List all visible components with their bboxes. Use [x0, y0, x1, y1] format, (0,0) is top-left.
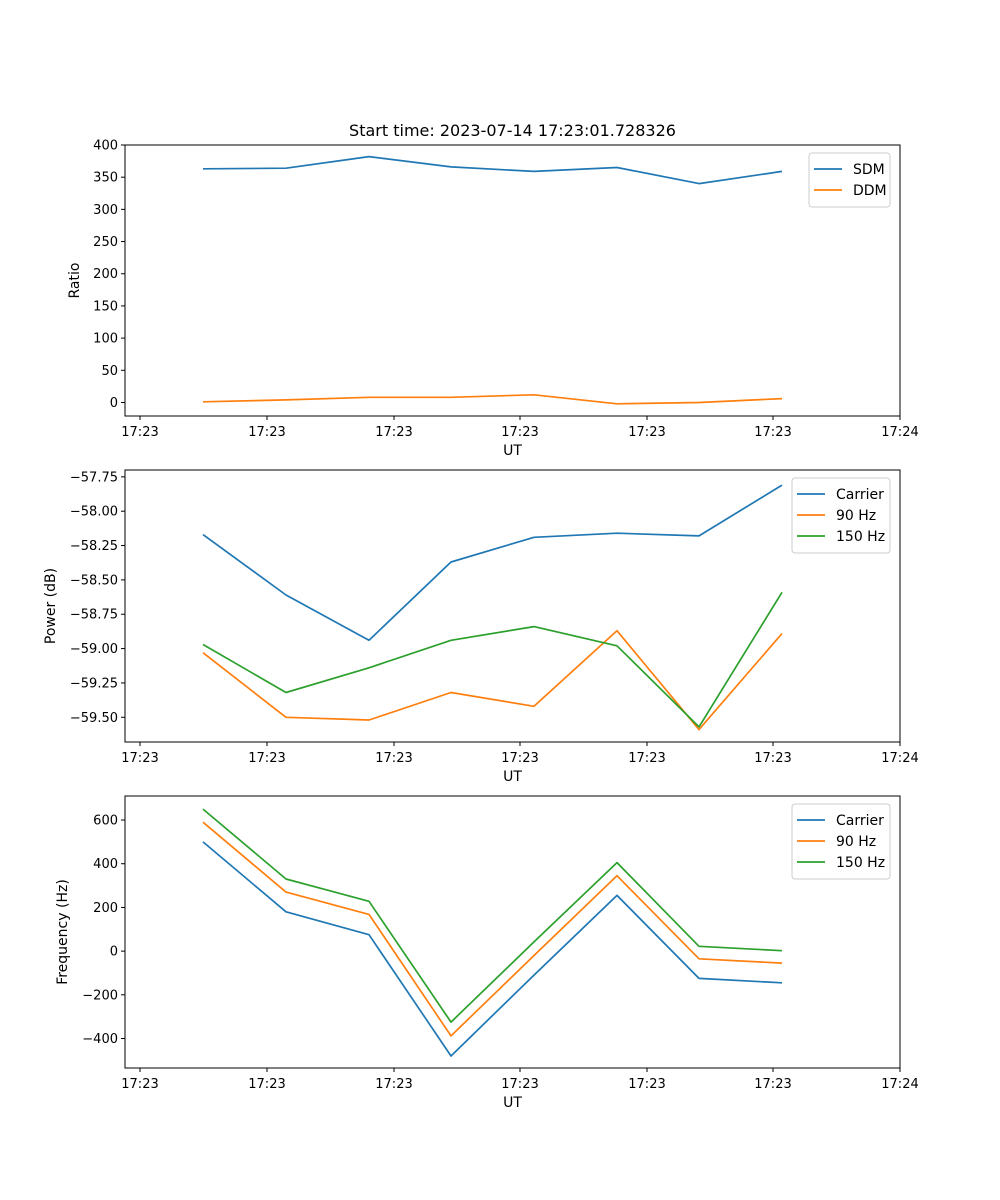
series-line-3-carrier — [202, 841, 783, 1057]
legend-label-2-0: Carrier — [836, 487, 884, 503]
legend-box-2 — [791, 477, 891, 554]
series-line-3-90-hz — [202, 821, 783, 1037]
y-tick-label-3-4: 400 — [93, 857, 118, 872]
legend-box-3 — [791, 803, 891, 880]
y-tick-label-1-5: 250 — [93, 235, 118, 250]
x-tick-label-2-1: 17:23 — [248, 751, 285, 766]
y-tick-label-3-3: 200 — [93, 901, 118, 916]
x-axis-label-3: UT — [503, 1095, 522, 1111]
y-tick-label-1-2: 100 — [93, 332, 118, 347]
y-tick-label-2-3: −58.75 — [70, 608, 118, 623]
x-tick-label-1-5: 17:23 — [754, 425, 791, 440]
y-tick-label-2-7: −57.75 — [70, 470, 118, 485]
x-tick-label-1-0: 17:23 — [121, 425, 158, 440]
x-axis-label-1: UT — [503, 443, 522, 459]
series-line-3-150-hz — [202, 808, 783, 1023]
series-line-2-carrier — [202, 484, 783, 642]
x-tick-label-1-4: 17:23 — [628, 425, 665, 440]
y-tick-label-1-1: 50 — [101, 364, 118, 379]
x-tick-label-3-6: 17:24 — [881, 1077, 918, 1092]
chart-title: Start time: 2023-07-14 17:23:01.728326 — [349, 121, 676, 140]
y-axis-label-2: Power (dB) — [43, 568, 59, 644]
legend-label-3-0: Carrier — [836, 813, 884, 829]
x-axis-label-2: UT — [503, 769, 522, 785]
y-axis-label-1: Ratio — [67, 263, 83, 299]
x-tick-label-3-2: 17:23 — [375, 1077, 412, 1092]
axes-frame-2 — [124, 469, 901, 743]
x-tick-label-2-2: 17:23 — [375, 751, 412, 766]
legend-box-1 — [808, 152, 891, 208]
x-tick-label-1-6: 17:24 — [881, 425, 918, 440]
y-tick-label-1-0: 0 — [110, 396, 118, 411]
y-tick-label-2-1: −59.25 — [70, 676, 118, 691]
x-tick-label-2-6: 17:24 — [881, 751, 918, 766]
x-tick-label-1-1: 17:23 — [248, 425, 285, 440]
y-tick-label-2-6: −58.00 — [70, 505, 118, 520]
y-tick-label-2-0: −59.50 — [70, 711, 118, 726]
x-tick-label-2-0: 17:23 — [121, 751, 158, 766]
series-line-1-ddm — [202, 393, 783, 405]
x-tick-label-3-4: 17:23 — [628, 1077, 665, 1092]
y-tick-label-3-5: 600 — [93, 814, 118, 829]
y-axis-label-3: Frequency (Hz) — [55, 879, 71, 985]
y-tick-label-1-7: 350 — [93, 171, 118, 186]
y-tick-label-2-5: −58.25 — [70, 539, 118, 554]
x-tick-label-1-3: 17:23 — [501, 425, 538, 440]
x-tick-label-2-5: 17:23 — [754, 751, 791, 766]
y-tick-label-2-4: −58.50 — [70, 573, 118, 588]
y-tick-label-2-2: −59.00 — [70, 642, 118, 657]
series-line-1-sdm — [202, 155, 783, 185]
y-tick-label-1-4: 200 — [93, 267, 118, 282]
axes-frame-1 — [124, 144, 901, 417]
x-tick-label-1-2: 17:23 — [375, 425, 412, 440]
x-tick-label-3-1: 17:23 — [248, 1077, 285, 1092]
legend-label-1-1: DDM — [853, 183, 887, 199]
legend-label-2-1: 90 Hz — [836, 508, 876, 524]
x-tick-label-3-5: 17:23 — [754, 1077, 791, 1092]
x-tick-label-2-4: 17:23 — [628, 751, 665, 766]
x-tick-label-3-0: 17:23 — [121, 1077, 158, 1092]
legend-label-3-2: 150 Hz — [836, 855, 885, 871]
y-tick-label-3-2: 0 — [110, 945, 118, 960]
y-tick-label-3-0: −400 — [82, 1032, 118, 1047]
y-tick-label-3-1: −200 — [82, 988, 118, 1003]
legend-label-1-0: SDM — [853, 162, 885, 178]
y-tick-label-1-3: 150 — [93, 299, 118, 314]
legend-label-2-2: 150 Hz — [836, 529, 885, 545]
x-tick-label-3-3: 17:23 — [501, 1077, 538, 1092]
axes-frame-3 — [124, 795, 901, 1069]
legend-label-3-1: 90 Hz — [836, 834, 876, 850]
y-tick-label-1-8: 400 — [93, 139, 118, 154]
series-line-2-150-hz — [202, 591, 783, 728]
x-tick-label-2-3: 17:23 — [501, 751, 538, 766]
y-tick-label-1-6: 300 — [93, 203, 118, 218]
